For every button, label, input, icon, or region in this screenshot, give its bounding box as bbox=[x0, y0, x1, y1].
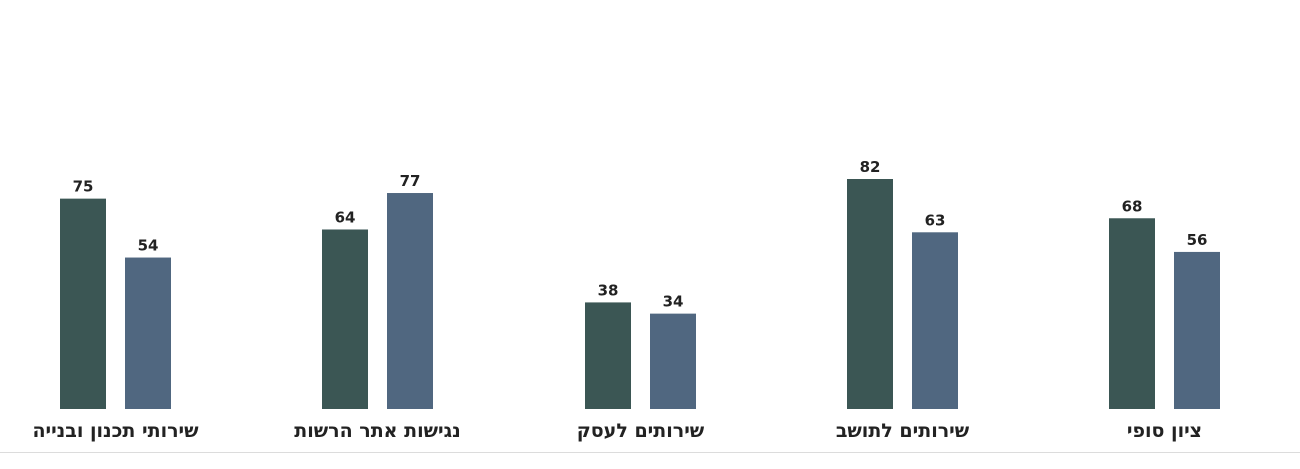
bar-series2-cat1 bbox=[125, 257, 171, 409]
bar-series2-cat5 bbox=[1174, 251, 1220, 409]
category-label-2: נגישות אתר הרשות bbox=[294, 420, 460, 442]
value-label-series1-cat3: 38 bbox=[598, 281, 619, 299]
bottom-divider bbox=[0, 452, 1300, 453]
value-label-series1-cat4: 82 bbox=[860, 158, 881, 176]
bar-series2-cat2 bbox=[387, 193, 433, 409]
value-labels-layer: 75 54 64 77 38 34 82 63 68 56 bbox=[73, 158, 1208, 311]
value-label-series2-cat5: 56 bbox=[1187, 231, 1208, 249]
bar-series1-cat1 bbox=[60, 198, 106, 409]
category-label-5: ציון סופי bbox=[1127, 420, 1202, 442]
bar-series2-cat3 bbox=[650, 313, 696, 409]
bar-series1-cat3 bbox=[585, 302, 631, 409]
category-label-1: שירותי תכנון ובנייה bbox=[32, 420, 199, 442]
value-label-series2-cat3: 34 bbox=[663, 293, 684, 311]
value-label-series2-cat2: 77 bbox=[400, 172, 421, 190]
bar-series1-cat2 bbox=[322, 229, 368, 409]
bar-series1-cat5 bbox=[1109, 218, 1155, 409]
value-label-series1-cat1: 75 bbox=[73, 178, 94, 196]
bar-series2-cat4 bbox=[912, 232, 958, 409]
category-label-4: שירותים לתושב bbox=[836, 420, 970, 442]
value-label-series1-cat5: 68 bbox=[1122, 197, 1143, 215]
category-label-3: שירותים לעסק bbox=[577, 420, 705, 442]
value-label-series2-cat4: 63 bbox=[925, 211, 946, 229]
bars-layer bbox=[60, 179, 1220, 409]
value-label-series2-cat1: 54 bbox=[138, 237, 159, 255]
value-label-series1-cat2: 64 bbox=[335, 208, 356, 226]
bar-series1-cat4 bbox=[847, 179, 893, 409]
category-labels-layer: שירותי תכנון ובנייה נגישות אתר הרשות שירות… bbox=[32, 420, 1202, 442]
